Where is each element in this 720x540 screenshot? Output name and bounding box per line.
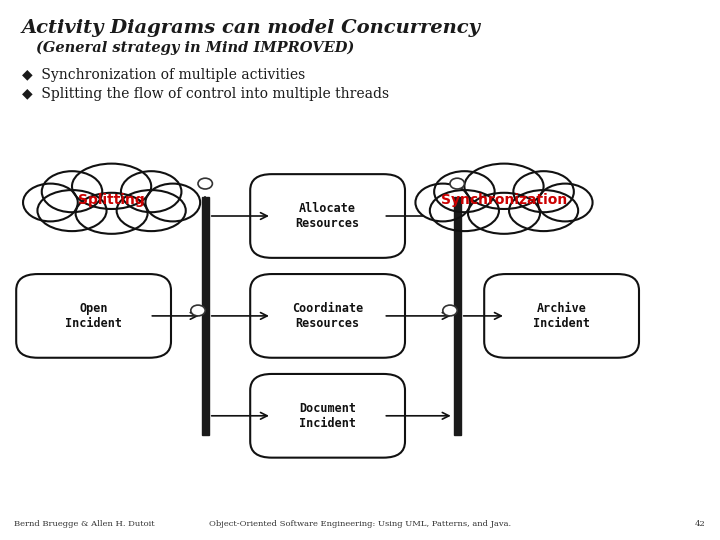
Ellipse shape [37,190,107,231]
Ellipse shape [415,184,470,221]
Text: Synchronization: Synchronization [441,193,567,207]
Ellipse shape [72,164,151,209]
Ellipse shape [538,184,593,221]
Ellipse shape [145,184,200,221]
Text: Splitting: Splitting [78,193,145,207]
Text: Archive
Incident: Archive Incident [533,302,590,330]
Text: Activity Diagrams can model Concurrency: Activity Diagrams can model Concurrency [22,19,481,37]
FancyBboxPatch shape [17,274,171,357]
Circle shape [450,178,464,189]
Text: Object-Oriented Software Engineering: Using UML, Patterns, and Java.: Object-Oriented Software Engineering: Us… [209,520,511,528]
Ellipse shape [42,171,102,212]
Ellipse shape [464,164,544,209]
Ellipse shape [513,171,574,212]
Ellipse shape [509,190,578,231]
FancyBboxPatch shape [484,274,639,357]
Circle shape [443,305,457,316]
FancyBboxPatch shape [202,197,209,435]
Circle shape [198,178,212,189]
Text: 42: 42 [695,520,706,528]
Text: ◆  Splitting the flow of control into multiple threads: ◆ Splitting the flow of control into mul… [22,87,389,102]
Text: Open
Incident: Open Incident [65,302,122,330]
Text: Allocate
Resources: Allocate Resources [295,202,360,230]
Ellipse shape [430,190,499,231]
Circle shape [191,305,205,316]
Ellipse shape [23,184,78,221]
FancyBboxPatch shape [251,274,405,357]
Ellipse shape [434,171,495,212]
FancyBboxPatch shape [251,174,405,258]
FancyBboxPatch shape [454,197,461,435]
Text: ◆  Synchronization of multiple activities: ◆ Synchronization of multiple activities [22,68,305,82]
Text: Bernd Bruegge & Allen H. Dutoit: Bernd Bruegge & Allen H. Dutoit [14,520,155,528]
FancyBboxPatch shape [251,374,405,458]
Text: (General strategy in Mind IMPROVED): (General strategy in Mind IMPROVED) [36,40,354,55]
Text: Coordinate
Resources: Coordinate Resources [292,302,363,330]
Ellipse shape [76,193,148,234]
Ellipse shape [121,171,181,212]
Ellipse shape [117,190,186,231]
Ellipse shape [468,193,540,234]
Text: Document
Incident: Document Incident [299,402,356,430]
